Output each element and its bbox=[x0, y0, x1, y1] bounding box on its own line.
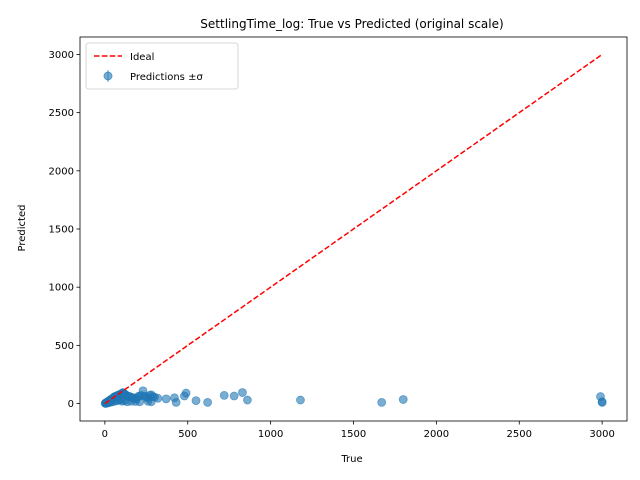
scatter-point bbox=[398, 395, 408, 404]
y-tick-label: 1000 bbox=[49, 283, 74, 294]
x-tick-label: 1500 bbox=[341, 429, 366, 440]
legend-predictions-label: Predictions ±σ bbox=[130, 72, 203, 83]
x-tick-label: 2000 bbox=[424, 429, 449, 440]
legend-box bbox=[85, 42, 239, 90]
x-tick-label: 0 bbox=[102, 429, 108, 440]
legend-point-swatch bbox=[103, 71, 113, 81]
scatter-point bbox=[597, 397, 607, 407]
x-tick-label: 1000 bbox=[258, 429, 283, 440]
scatter-point bbox=[243, 395, 252, 405]
legend: Ideal Predictions ±σ bbox=[85, 42, 239, 90]
plot-layer bbox=[100, 53, 607, 408]
scatter-point bbox=[161, 394, 171, 404]
ideal-line bbox=[104, 53, 603, 405]
x-tick-label: 3000 bbox=[589, 429, 614, 440]
y-tick-label: 1500 bbox=[49, 225, 74, 236]
scatter-point bbox=[135, 397, 145, 407]
scatter-point bbox=[171, 397, 181, 407]
scatter-point bbox=[181, 388, 191, 398]
y-tick-label: 0 bbox=[68, 399, 74, 410]
legend-ideal-label: Ideal bbox=[130, 52, 154, 63]
y-tick-label: 3000 bbox=[49, 50, 74, 61]
scatter-point bbox=[146, 397, 156, 407]
scatter-point bbox=[229, 391, 239, 401]
y-tick-label: 2000 bbox=[49, 166, 74, 177]
axes-layer: 0 500 1000 1500 2000 2500 3000 0 500 1000 1500 2000… bbox=[49, 36, 628, 440]
y-tick-label: 500 bbox=[55, 341, 74, 352]
scatter-point bbox=[191, 396, 201, 406]
y-tick-label: 2500 bbox=[49, 108, 74, 119]
scatter-point bbox=[296, 395, 305, 405]
chart-title: SettlingTime_log: True vs Predicted (ori… bbox=[200, 17, 503, 31]
scatter-point bbox=[377, 397, 387, 407]
x-axis-label: True bbox=[340, 454, 362, 465]
x-tick-label: 500 bbox=[178, 429, 197, 440]
scatter-point bbox=[203, 397, 213, 407]
x-tick-label: 2500 bbox=[507, 429, 532, 440]
scatter-point bbox=[238, 388, 247, 397]
scatter-point bbox=[219, 390, 229, 400]
y-axis-label: Predicted bbox=[17, 205, 28, 252]
